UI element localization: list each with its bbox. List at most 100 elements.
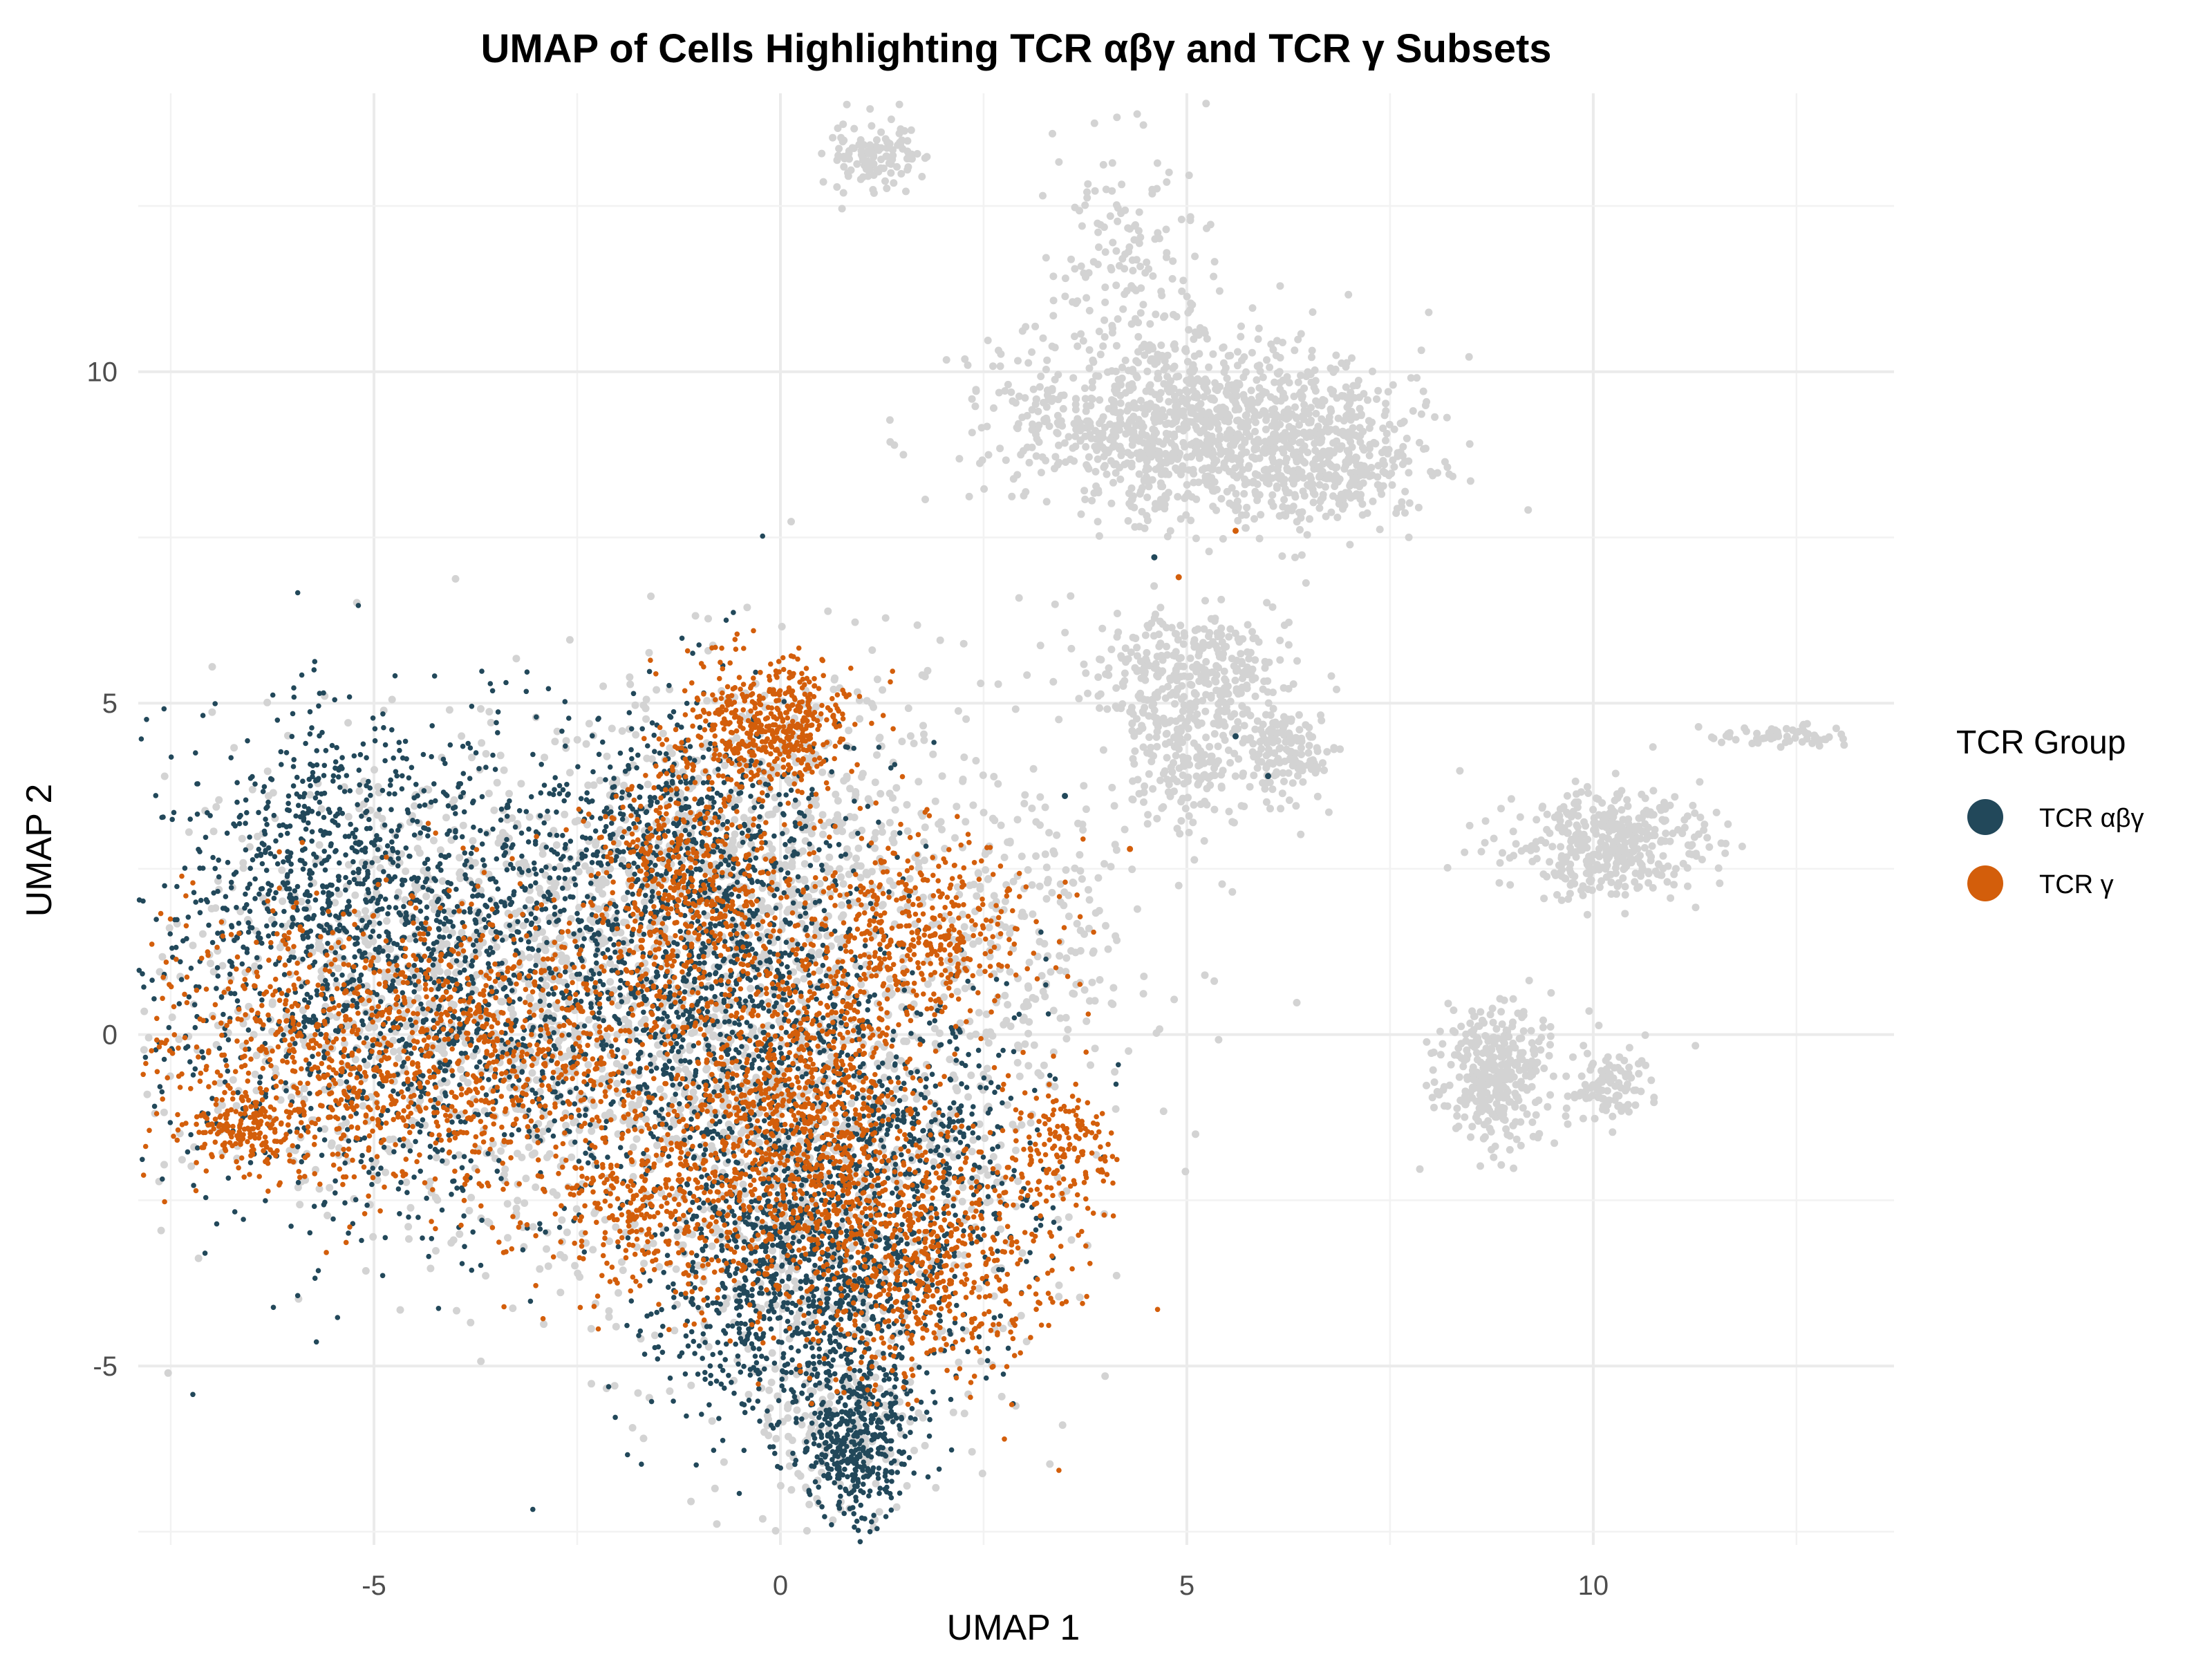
background-cell-point xyxy=(248,785,256,794)
background-cell-point xyxy=(1106,435,1114,444)
background-cell-point xyxy=(1082,669,1090,677)
background-cell-point xyxy=(1366,440,1374,449)
background-cell-point xyxy=(641,704,650,713)
background-cell-point xyxy=(1327,672,1335,680)
background-cell-point xyxy=(1332,427,1340,435)
background-cell-point xyxy=(1405,469,1413,477)
background-cell-point xyxy=(359,1102,367,1110)
background-cell-point xyxy=(1145,465,1153,473)
background-cell-point xyxy=(1180,693,1188,701)
background-cell-point xyxy=(1082,407,1090,415)
background-cell-point xyxy=(332,980,341,988)
background-cell-point xyxy=(1192,439,1201,447)
background-cell-point xyxy=(852,854,860,863)
background-cell-point xyxy=(487,718,495,727)
background-cell-point xyxy=(642,715,650,723)
background-cell-point xyxy=(1240,395,1248,403)
background-cell-point xyxy=(251,1070,259,1078)
background-cell-point xyxy=(296,1201,304,1209)
background-cell-point xyxy=(981,1134,989,1143)
background-cell-point xyxy=(1067,456,1074,463)
background-cell-point xyxy=(1291,346,1299,355)
background-cell-point xyxy=(1225,807,1233,816)
background-cell-point xyxy=(1046,1460,1054,1468)
background-cell-point xyxy=(1188,493,1196,501)
background-cell-point xyxy=(1018,1121,1026,1129)
background-cell-point xyxy=(429,899,437,907)
background-cell-point xyxy=(532,1183,540,1191)
background-cell-point xyxy=(653,1141,661,1150)
background-cell-point xyxy=(1232,474,1241,482)
background-cell-point xyxy=(543,1245,550,1253)
background-cell-point xyxy=(1215,287,1224,295)
background-cell-point xyxy=(948,917,956,924)
background-cell-point xyxy=(1413,374,1421,382)
background-cell-point xyxy=(1099,160,1107,169)
background-cell-point xyxy=(194,1254,203,1262)
background-cell-point xyxy=(673,1232,682,1240)
background-cell-point xyxy=(1382,436,1389,444)
background-cell-point xyxy=(1042,456,1050,465)
background-cell-point xyxy=(585,1015,593,1024)
background-cell-point xyxy=(807,830,816,838)
background-cell-point xyxy=(1190,856,1199,864)
background-cell-point xyxy=(962,818,970,826)
background-cell-point xyxy=(997,821,1005,830)
background-cell-point xyxy=(1141,410,1149,418)
background-cell-point xyxy=(778,623,786,630)
background-cell-point xyxy=(556,933,565,941)
background-cell-point xyxy=(517,780,525,788)
background-cell-point xyxy=(985,924,993,932)
background-cell-point xyxy=(1042,417,1051,425)
background-cell-point xyxy=(946,1111,955,1119)
background-cell-point xyxy=(994,680,1002,688)
background-cell-point xyxy=(765,811,773,819)
background-cell-point xyxy=(1177,216,1185,223)
background-cell-point xyxy=(430,836,438,845)
background-cell-point xyxy=(982,866,990,874)
background-cell-point xyxy=(840,777,848,785)
background-cell-point xyxy=(885,818,894,827)
background-cell-point xyxy=(619,1266,627,1275)
background-cell-point xyxy=(232,1102,241,1110)
background-cell-point xyxy=(1170,362,1179,371)
background-cell-point xyxy=(1088,384,1096,392)
background-cell-point xyxy=(743,603,751,612)
background-cell-point xyxy=(1086,422,1094,431)
background-cell-point xyxy=(825,853,834,861)
background-cell-point xyxy=(477,705,485,713)
background-cell-point xyxy=(1073,919,1081,928)
background-cell-point xyxy=(1078,821,1087,829)
background-cell-point xyxy=(363,982,371,991)
background-cell-point xyxy=(1009,1121,1017,1129)
background-cell-point xyxy=(208,663,216,671)
background-cell-point xyxy=(1043,386,1051,395)
background-cell-point xyxy=(1018,413,1027,422)
background-cell-point xyxy=(1083,194,1091,202)
background-cell-point xyxy=(1409,407,1417,415)
background-cell-point xyxy=(1024,866,1032,874)
background-cell-point xyxy=(1263,412,1271,420)
background-cell-point xyxy=(1049,677,1058,686)
background-cell-point xyxy=(996,444,1004,453)
background-cell-point xyxy=(1139,301,1147,309)
background-cell-point xyxy=(626,680,635,688)
background-cell-point xyxy=(1139,453,1147,462)
background-cell-point xyxy=(1275,458,1284,467)
background-cell-point xyxy=(455,1151,463,1159)
background-cell-point xyxy=(668,749,676,758)
background-cell-point xyxy=(1291,553,1299,561)
background-cell-point xyxy=(1201,597,1209,605)
background-cell-point xyxy=(355,787,364,795)
background-cell-point xyxy=(297,897,306,906)
background-cell-point xyxy=(279,897,287,906)
background-cell-point xyxy=(599,1075,606,1083)
background-cell-point xyxy=(1027,1118,1035,1127)
background-cell-point xyxy=(1373,395,1380,403)
background-cell-point xyxy=(1152,610,1159,619)
background-cell-point xyxy=(1405,499,1414,507)
background-cell-point xyxy=(888,835,897,843)
background-cell-point xyxy=(812,854,821,863)
background-cell-point xyxy=(1189,466,1197,474)
background-cell-point xyxy=(1143,259,1151,266)
